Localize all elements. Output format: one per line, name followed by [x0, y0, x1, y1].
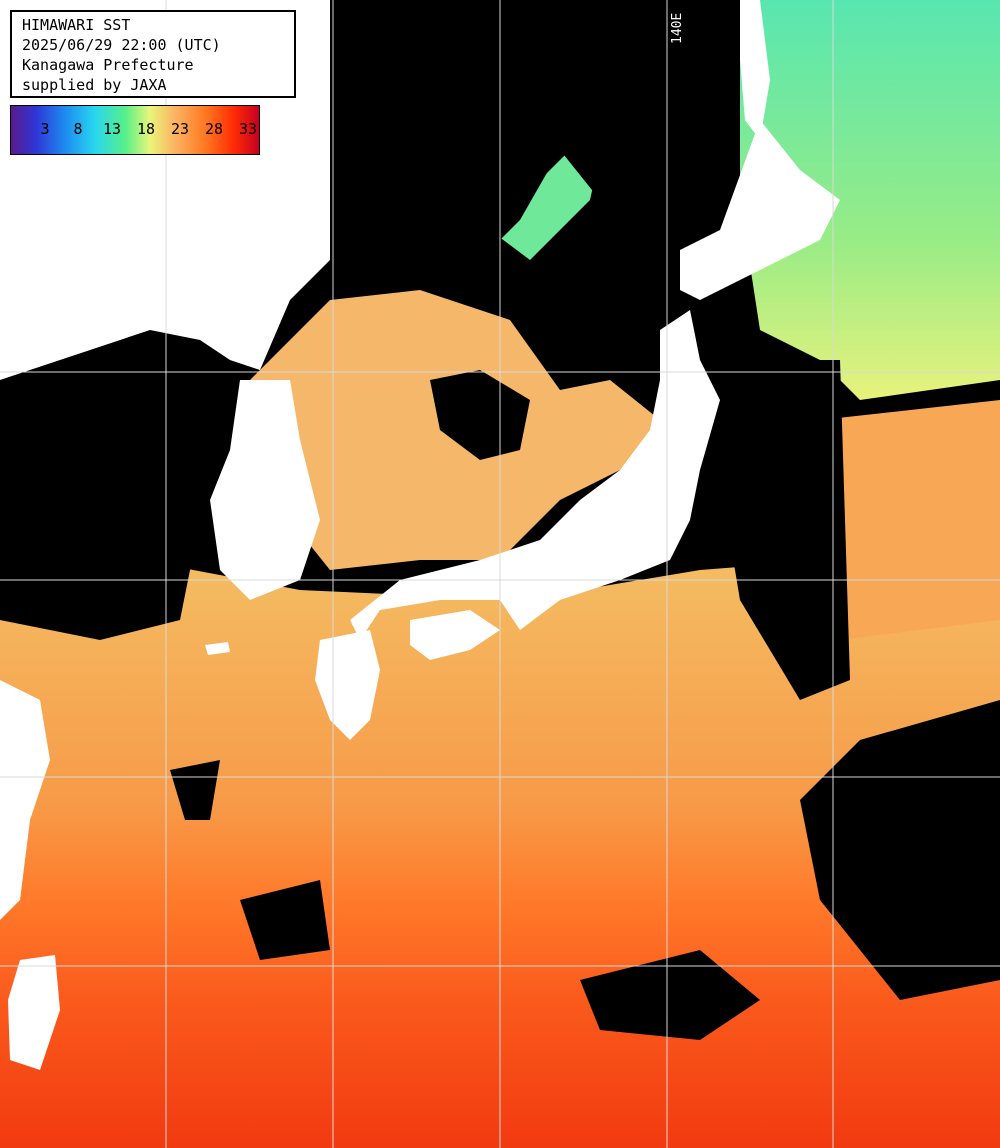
title-line-region: Kanagawa Prefecture: [22, 56, 194, 74]
cloud-west: [0, 360, 200, 640]
land-jeju: [205, 642, 230, 655]
cloud-east-south: [800, 700, 1000, 1000]
lat-label-30n: 30N: [20, 758, 44, 773]
colorbar-tick: 33: [238, 120, 258, 138]
cloud-pacific-east: [720, 360, 850, 700]
lat-label-40n: 40N: [14, 352, 38, 367]
colorbar-tick: 28: [204, 120, 224, 138]
land-kyushu: [315, 630, 380, 740]
title-line-product: HIMAWARI SST: [22, 16, 131, 34]
title-block: HIMAWARI SST 2025/06/29 22:00 (UTC) Kana…: [10, 10, 296, 98]
land-hokkaido: [680, 120, 840, 300]
title-line-source: supplied by JAXA: [22, 76, 167, 94]
colorbar-tick: 3: [40, 120, 50, 138]
lon-label-140e: 140E: [670, 12, 685, 44]
temperature-colorbar: 3 8 13 18 23 28 33: [10, 105, 260, 155]
cloud-southeast: [580, 950, 760, 1040]
land-honshu: [350, 310, 720, 640]
land-korea: [210, 380, 320, 600]
cloud-ryukyu: [170, 760, 220, 820]
land-china-coast: [0, 680, 50, 920]
colorbar-tick: 18: [136, 120, 156, 138]
land-taiwan: [8, 955, 60, 1070]
cloud-south-band: [240, 880, 330, 960]
cloud-sea-of-japan: [430, 370, 530, 460]
land-shikoku: [410, 610, 500, 660]
land-sakhalin: [740, 0, 770, 140]
title-line-datetime: 2025/06/29 22:00 (UTC): [22, 36, 221, 54]
colorbar-tick: 8: [73, 120, 83, 138]
colorbar-tick: 13: [102, 120, 122, 138]
sea-northern-cold: [740, 0, 1000, 400]
colorbar-tick: 23: [170, 120, 190, 138]
cloud-north-center: [330, 0, 740, 290]
